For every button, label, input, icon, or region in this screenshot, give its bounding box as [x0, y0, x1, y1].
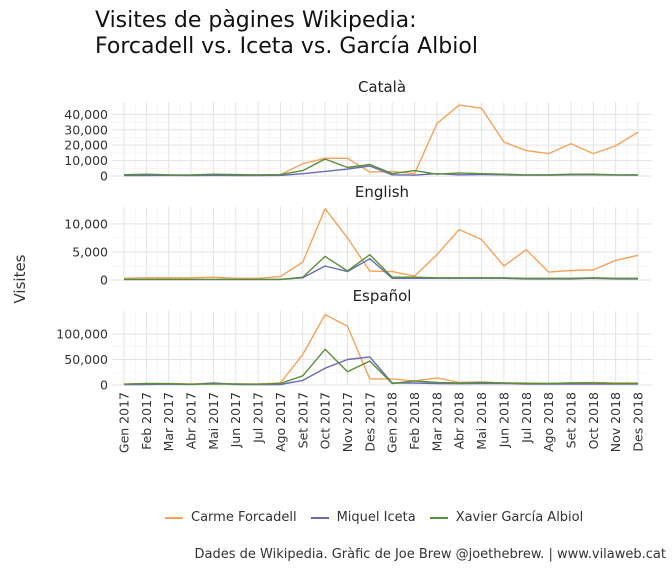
y-tick-label: 10,000 [64, 216, 108, 231]
x-tick-label: Ago 2018 [541, 392, 556, 452]
x-tick-label: Set 2018 [563, 392, 578, 448]
x-tick-label: Jun 2018 [496, 392, 511, 448]
x-tick-label: Jun 2017 [228, 392, 243, 448]
x-tick-label: Jul 2017 [251, 392, 266, 444]
legend-label-albiol: Xavier García Albiol [455, 510, 584, 525]
x-tick-label: Mai 2018 [474, 392, 489, 450]
x-tick-label: Feb 2017 [139, 392, 154, 450]
y-tick-label: 0 [100, 378, 108, 393]
legend-swatch-iceta [310, 516, 329, 519]
y-tick-label: 10,000 [64, 153, 108, 168]
x-tick-label: Ago 2017 [273, 392, 288, 452]
series-line-1-2 [124, 253, 638, 281]
x-tick-label: Abr 2017 [184, 392, 199, 449]
x-tick-label: Des 2018 [631, 392, 646, 452]
x-tick-label: Mai 2017 [206, 392, 221, 450]
y-tick-label: 0 [100, 273, 108, 288]
legend-swatch-albiol [429, 516, 448, 519]
chart-title-line1: Visites de pàgines Wikipedia: [95, 8, 417, 33]
y-tick-label: 40,000 [64, 107, 108, 122]
x-tick-label: Gen 2017 [117, 392, 132, 453]
y-tick-label: 0 [100, 169, 108, 184]
y-tick-label: 30,000 [64, 122, 108, 137]
legend-label-iceta: Miquel Iceta [336, 510, 416, 525]
x-tick-label: Gen 2018 [385, 392, 400, 453]
x-tick-label: Oct 2017 [318, 392, 333, 449]
x-tick-label: Jul 2018 [519, 392, 534, 444]
x-tick-label: Abr 2018 [452, 392, 467, 449]
x-tick-label: Mar 2017 [161, 392, 176, 451]
x-tick-label: Oct 2018 [586, 392, 601, 449]
x-tick-label: Feb 2018 [407, 392, 422, 450]
y-tick-label: 5,000 [72, 244, 108, 259]
panel-title-2: Español [353, 287, 412, 305]
legend-swatch-forcadell [165, 516, 183, 519]
chart-title: Visites de pàgines Wikipedia: Forcadell … [95, 8, 478, 60]
x-tick-label: Set 2017 [295, 392, 310, 448]
legend-item-iceta: Miquel Iceta [310, 510, 416, 525]
y-tick-label: 100,000 [56, 326, 108, 341]
panel-title-0: Català [358, 78, 406, 96]
series-line-2-2 [123, 348, 638, 385]
y-tick-label: 50,000 [64, 352, 108, 367]
series-line-0-2 [123, 158, 638, 176]
legend-item-forcadell: Carme Forcadell [165, 510, 297, 525]
x-tick-label: Nov 2018 [608, 392, 623, 452]
legend: Carme Forcadell Miquel Iceta Xavier Garc… [165, 510, 583, 525]
chart-plot-area: Català010,00020,00030,00040,000English05… [56, 78, 652, 453]
panel-title-1: English [355, 183, 409, 201]
legend-item-albiol: Xavier García Albiol [429, 510, 584, 525]
series-line-1-0 [123, 207, 639, 279]
x-tick-label: Nov 2017 [340, 392, 355, 452]
caption: Dades de Wikipedia. Gràfic de Joe Brew @… [194, 547, 666, 562]
x-tick-label: Des 2017 [362, 392, 377, 452]
x-tick-label: Mar 2018 [429, 392, 444, 451]
y-tick-label: 20,000 [64, 138, 108, 153]
legend-label-forcadell: Carme Forcadell [191, 510, 297, 525]
chart-title-line2: Forcadell vs. Iceta vs. García Albiol [95, 34, 478, 59]
